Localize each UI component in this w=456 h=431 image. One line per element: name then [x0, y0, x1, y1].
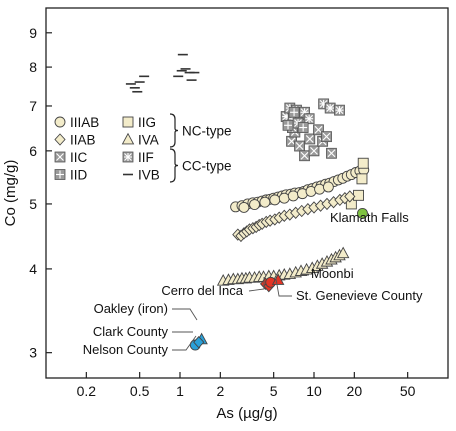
legend-brace [169, 148, 179, 183]
annotation-oakley-iron: Oakley (iron) [94, 301, 168, 316]
point-iiab [344, 190, 356, 203]
annotation-cerro-del-inca: Cerro del Inca [161, 283, 243, 298]
point-iiiab [314, 183, 325, 195]
legend-label-iva: IVA [138, 133, 159, 148]
point-iic [299, 150, 310, 162]
point-iig [356, 173, 368, 185]
point-iiiab [259, 196, 271, 208]
x-tick-label: 1 [176, 383, 184, 399]
point-iig [353, 189, 364, 201]
point-iiiab [287, 190, 299, 202]
x-tick-label: 50 [400, 383, 416, 399]
legend-marker-iic [54, 151, 66, 163]
point-iid [297, 122, 309, 133]
annotation-moonbi: Moonbi [311, 266, 354, 281]
annotation-leader-cerro-del-inca [248, 277, 265, 292]
point-iif [303, 113, 315, 125]
legend-label-iic: IIC [70, 150, 88, 165]
point-iif [334, 104, 345, 116]
annotation-st-genevieve-county: St. Genevieve County [296, 288, 423, 303]
legend-label-iiab: IIAB [70, 133, 96, 148]
legend-marker-iva [121, 132, 135, 145]
x-tick-label: 20 [347, 383, 363, 399]
point-iiiab [269, 194, 281, 206]
x-tick-label: 10 [306, 383, 322, 399]
y-tick-label: 5 [29, 196, 37, 212]
x-tick-label: 0.2 [77, 383, 97, 399]
point-klamath-falls [357, 207, 368, 219]
point-iiiab [249, 199, 260, 210]
y-tick-label: 4 [29, 261, 37, 277]
legend-label-iig: IIG [138, 115, 156, 130]
legend-marker-iiiab [54, 116, 66, 128]
legend-marker-iid [54, 169, 66, 180]
legend-label-iiiab: IIIAB [70, 115, 99, 130]
annotation-nelson-county: Nelson County [83, 342, 169, 357]
point-iiiab [238, 201, 250, 213]
legend-label-ivb: IVB [138, 168, 160, 183]
point-iiiab [322, 181, 334, 193]
annotation-leader-nelson-county [172, 335, 197, 351]
x-axis-label: As (µg/g) [216, 405, 277, 422]
annotation-clark-county: Clark County [93, 324, 169, 339]
annotation-klamath-falls: Klamath Falls [330, 210, 409, 225]
plot-frame [45, 7, 449, 379]
legend-group-label: CC-type [182, 159, 232, 174]
y-tick-label: 7 [29, 98, 37, 114]
point-moonbi [271, 273, 285, 285]
y-axis-label: Co (mg/g) [2, 160, 19, 227]
annotation-leader-oakley-iron [172, 308, 198, 321]
y-tick-label: 3 [29, 345, 37, 361]
point-iva [336, 246, 350, 259]
point-iic [313, 124, 324, 136]
point-iic [308, 145, 320, 157]
point-iiiab [278, 192, 290, 204]
point-nelson-county [193, 336, 205, 349]
y-tick-label: 9 [29, 25, 37, 41]
legend-label-iid: IID [70, 168, 88, 183]
point-iid [282, 119, 294, 131]
y-tick-label: 8 [29, 59, 37, 75]
legend-marker-iif [122, 151, 134, 163]
x-tick-label: 0.5 [130, 383, 150, 399]
legend-marker-iiab [54, 133, 66, 146]
x-tick-label: 2 [216, 383, 224, 399]
point-iig [357, 157, 369, 169]
point-iid [288, 106, 300, 118]
y-tick-label: 6 [29, 143, 37, 159]
point-iic [326, 147, 337, 159]
legend-marker-iig [122, 116, 134, 128]
point-iic [321, 131, 332, 143]
legend-label-iif: IIF [138, 150, 154, 165]
point-iic [294, 140, 305, 152]
x-tick-label: 5 [270, 383, 278, 399]
legend-brace [169, 113, 179, 148]
point-iif [324, 102, 336, 114]
point-iic [304, 133, 316, 145]
legend-group-label: NC-type [182, 124, 232, 139]
annotation-leader-st-genevieve-county [275, 278, 292, 297]
